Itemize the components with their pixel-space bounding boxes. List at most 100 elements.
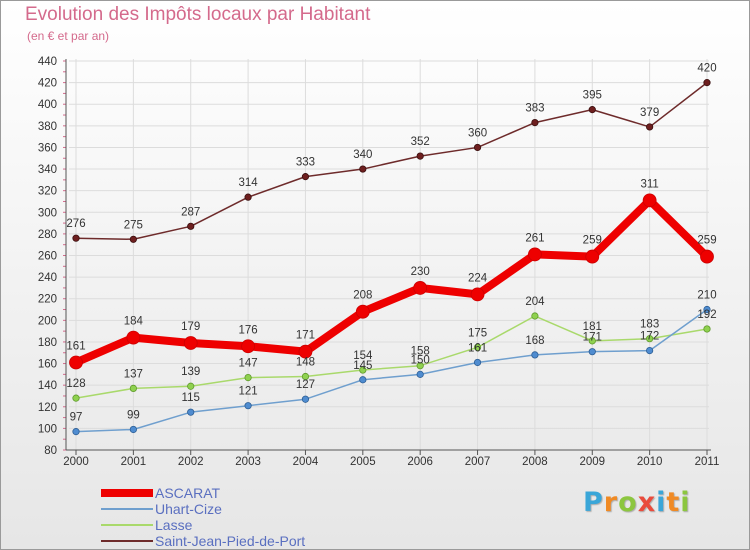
data-label-uhart-cize: 150 — [411, 354, 430, 366]
data-label-lasse: 204 — [525, 296, 545, 308]
legend-label-uhart-cize: Uhart-Cize — [155, 501, 222, 517]
data-label-saint-jean-pied-de-port: 352 — [411, 136, 430, 148]
data-label-ascarat: 224 — [468, 272, 488, 284]
x-tick-label: 2010 — [637, 456, 663, 468]
data-point-lasse — [588, 337, 596, 345]
logo-letter: r — [603, 487, 619, 518]
x-tick-label: 2009 — [579, 456, 605, 468]
data-point-saint-jean-pied-de-port — [72, 234, 80, 242]
data-label-lasse: 183 — [640, 319, 659, 331]
data-point-uhart-cize — [301, 395, 310, 403]
data-label-saint-jean-pied-de-port: 360 — [468, 127, 487, 139]
axis-layer: 80 100 120 140 160 180 200 220 240 260 280 300 320 34… — [38, 56, 720, 468]
y-tick-label: 180 — [38, 337, 57, 349]
legend-swatch-lasse — [101, 524, 153, 526]
data-label-saint-jean-pied-de-port: 333 — [296, 157, 315, 169]
chart-title: Evolution des Impôts locaux par Habitant — [25, 4, 371, 25]
data-label-saint-jean-pied-de-port: 420 — [697, 63, 716, 75]
series-layer — [69, 79, 714, 436]
y-tick-label: 200 — [38, 315, 57, 327]
y-tick-label: 320 — [38, 186, 57, 198]
series-line-saint-jean-pied-de-port — [75, 81, 708, 241]
data-label-uhart-cize: 172 — [640, 331, 659, 343]
y-tick-label: 300 — [38, 207, 57, 219]
logo-letter: P — [583, 487, 604, 518]
data-label-saint-jean-pied-de-port: 275 — [124, 219, 143, 231]
legend-label-lasse: Lasse — [155, 517, 193, 533]
y-tick-label: 140 — [38, 380, 57, 392]
data-point-saint-jean-pied-de-port — [588, 106, 596, 114]
data-point-saint-jean-pied-de-port — [646, 123, 654, 131]
data-label-saint-jean-pied-de-port: 276 — [66, 218, 85, 230]
data-point-lasse — [301, 372, 310, 381]
data-label-saint-jean-pied-de-port: 340 — [353, 149, 372, 161]
data-point-ascarat — [700, 249, 714, 264]
data-label-lasse: 175 — [468, 327, 487, 339]
data-point-uhart-cize — [129, 425, 137, 434]
data-point-lasse — [703, 325, 711, 333]
data-label-lasse: 139 — [181, 366, 200, 378]
data-label-ascarat: 161 — [66, 340, 85, 352]
x-tick-label: 2003 — [235, 456, 261, 468]
data-point-uhart-cize — [473, 358, 482, 367]
data-point-lasse — [129, 384, 137, 393]
data-point-uhart-cize — [531, 351, 539, 359]
data-label-saint-jean-pied-de-port: 383 — [525, 103, 544, 115]
data-point-saint-jean-pied-de-port — [244, 193, 252, 201]
x-tick-label: 2004 — [293, 456, 319, 468]
data-point-uhart-cize — [187, 408, 195, 416]
legend-swatch-saint-jean-pied-de-port — [101, 540, 153, 542]
data-label-lasse: 158 — [411, 346, 430, 358]
y-tick-label: 440 — [38, 56, 57, 68]
data-point-uhart-cize — [588, 348, 596, 356]
data-label-lasse: 128 — [66, 378, 85, 390]
data-point-ascarat — [298, 344, 313, 359]
legend-swatch-ascarat — [101, 489, 153, 497]
data-point-lasse — [416, 362, 424, 370]
data-point-uhart-cize — [359, 376, 367, 384]
logo-letter: t — [666, 487, 681, 518]
series-line-ascarat — [72, 196, 711, 367]
data-label-uhart-cize: 168 — [525, 335, 544, 347]
data-label-saint-jean-pied-de-port: 395 — [583, 90, 602, 102]
x-tick-label: 2002 — [178, 456, 204, 468]
x-tick-label: 2006 — [407, 456, 433, 468]
data-point-ascarat — [69, 355, 83, 370]
data-point-saint-jean-pied-de-port — [187, 222, 195, 230]
data-point-lasse — [72, 394, 80, 402]
data-label-lasse: 192 — [697, 309, 716, 321]
y-tick-label: 380 — [38, 121, 57, 133]
data-point-ascarat — [183, 336, 198, 350]
logo-letter: i — [656, 487, 667, 518]
grid-layer — [69, 59, 709, 451]
data-label-saint-jean-pied-de-port: 287 — [181, 206, 200, 218]
x-tick-label: 2007 — [465, 456, 491, 468]
logo-letter: x — [637, 487, 657, 518]
data-point-uhart-cize — [416, 370, 424, 378]
y-tick-label: 260 — [38, 251, 57, 263]
data-point-uhart-cize — [703, 305, 711, 314]
data-label-lasse: 181 — [583, 321, 602, 333]
y-tick-label: 220 — [38, 294, 57, 306]
x-tick-label: 2005 — [350, 456, 376, 468]
data-label-uhart-cize: 210 — [697, 290, 716, 302]
data-label-ascarat: 259 — [583, 235, 602, 247]
y-tick-label: 360 — [38, 142, 57, 154]
y-tick-label: 420 — [38, 78, 57, 90]
data-point-saint-jean-pied-de-port — [703, 79, 711, 87]
data-point-ascarat — [355, 304, 370, 319]
data-label-uhart-cize: 99 — [127, 409, 140, 421]
data-label-ascarat: 176 — [238, 324, 257, 336]
logo-letter: o — [618, 487, 638, 518]
label-layer: 276 275 287 314 333 340 352 360 383 395 379 420 128 1… — [66, 63, 716, 424]
x-tick-label: 2001 — [121, 456, 147, 468]
data-label-ascarat: 208 — [353, 290, 372, 302]
data-label-uhart-cize: 115 — [182, 392, 200, 404]
data-label-ascarat: 179 — [181, 321, 200, 333]
data-label-uhart-cize: 121 — [238, 386, 257, 398]
data-point-saint-jean-pied-de-port — [473, 143, 482, 152]
series-line-uhart-cize — [75, 308, 708, 433]
data-point-ascarat — [585, 249, 600, 264]
data-label-uhart-cize: 145 — [353, 360, 372, 372]
